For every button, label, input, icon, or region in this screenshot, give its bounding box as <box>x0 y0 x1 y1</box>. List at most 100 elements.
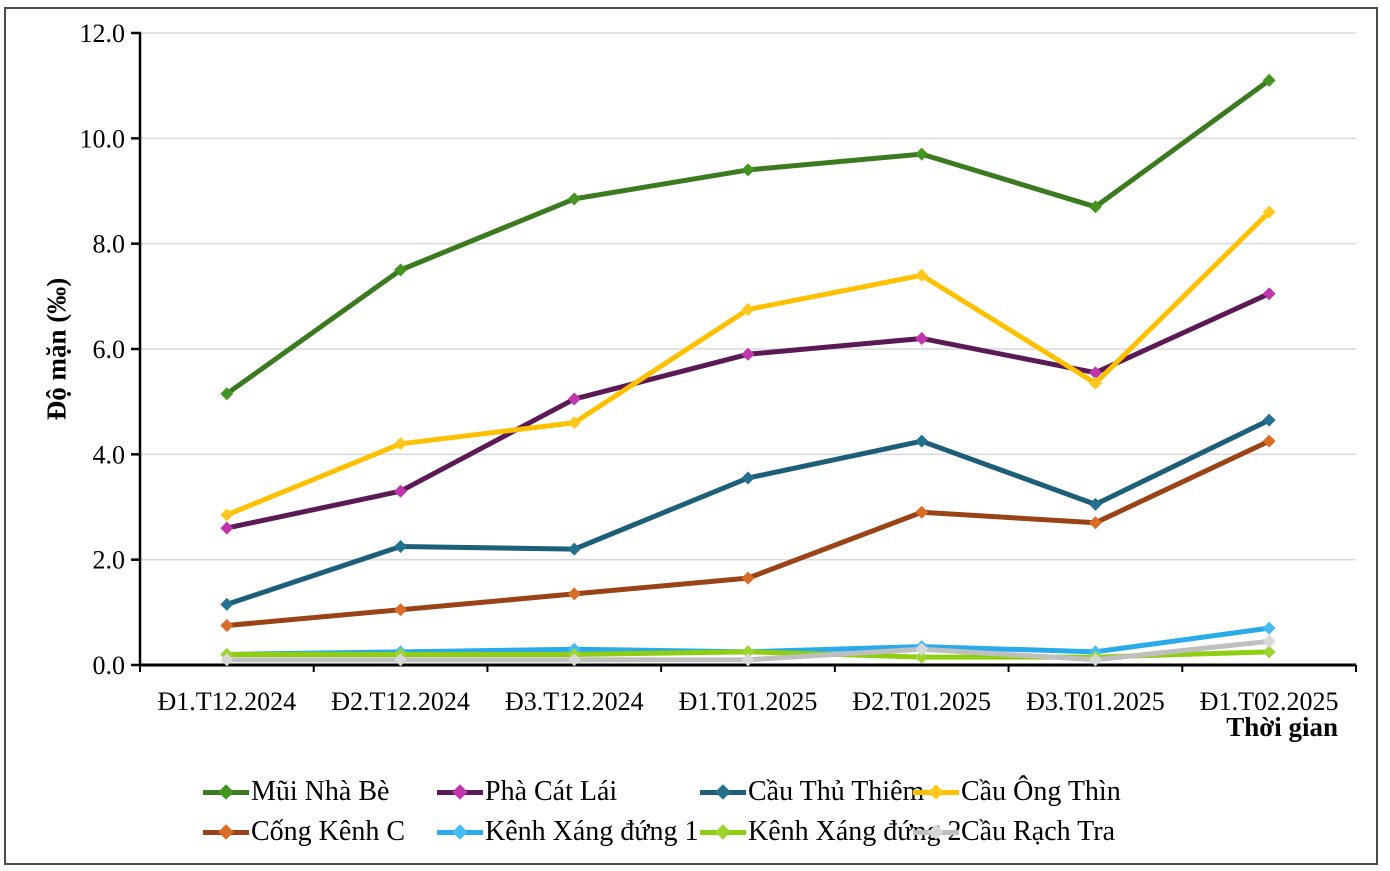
data-point-marker <box>220 653 234 667</box>
data-point-marker <box>220 597 234 611</box>
legend-item: Cống Kênh C <box>203 816 437 848</box>
data-point-marker <box>915 505 929 519</box>
legend-row: Cống Kênh C Kênh Xáng đứng 1 Kênh Xáng đứn… <box>203 812 1121 852</box>
legend-item: Cầu Ông Thìn <box>913 776 1121 808</box>
data-point-marker <box>1262 413 1276 427</box>
legend-label: Cầu Ông Thìn <box>961 776 1121 807</box>
data-point-marker <box>1088 516 1102 530</box>
data-point-marker <box>741 471 755 485</box>
x-category-label: Đ3.T12.2024 <box>505 687 644 716</box>
x-category-label: Đ1.T01.2025 <box>679 687 818 716</box>
legend-item: Kênh Xáng đứng 1 <box>437 816 700 848</box>
y-tick-label: 12.0 <box>80 19 126 48</box>
y-tick-label: 6.0 <box>93 335 126 364</box>
data-point-marker <box>220 508 234 522</box>
data-point-marker <box>741 303 755 316</box>
series-line <box>224 77 1272 397</box>
data-point-marker <box>1262 205 1276 219</box>
legend-item: Cầu Thủ Thiêm <box>700 776 924 808</box>
data-point-marker <box>567 587 581 601</box>
legend-line-swatch <box>700 824 746 840</box>
data-point-marker <box>1262 73 1276 87</box>
data-point-marker <box>567 542 581 556</box>
data-point-marker <box>1088 497 1102 511</box>
legend-label: Mũi Nhà Bè <box>251 776 390 807</box>
data-point-marker <box>915 642 929 656</box>
data-point-marker <box>1088 200 1102 214</box>
data-point-marker <box>567 392 581 406</box>
data-point-marker <box>567 192 581 206</box>
chart-legend: Mũi Nhà Bè Phà Cát Lái Cầu Thủ Thiêm Cầu Ôn… <box>203 772 1121 852</box>
data-point-marker <box>394 484 408 498</box>
x-category-label: Đ1.T12.2024 <box>158 687 297 716</box>
data-point-marker <box>394 653 408 667</box>
data-point-marker <box>1088 653 1102 667</box>
legend-line-swatch <box>437 824 483 840</box>
legend-diamond-marker-icon <box>715 784 731 800</box>
data-point-marker <box>394 603 408 617</box>
data-point-marker <box>1262 634 1276 648</box>
legend-line-swatch <box>437 784 483 800</box>
data-point-marker <box>1262 287 1276 301</box>
data-point-marker <box>915 268 929 282</box>
data-point-marker <box>394 437 408 451</box>
data-point-marker <box>220 521 234 535</box>
data-point-marker <box>741 571 755 585</box>
series-line <box>224 438 1272 628</box>
y-tick-label: 4.0 <box>93 440 126 469</box>
legend-diamond-marker-icon <box>218 784 234 800</box>
data-point-marker <box>567 416 581 430</box>
data-point-marker <box>1088 366 1102 380</box>
data-point-marker <box>741 163 755 177</box>
data-point-marker <box>915 434 929 448</box>
legend-item: Mũi Nhà Bè <box>203 776 437 808</box>
legend-label: Cầu Rạch Tra <box>961 816 1115 847</box>
x-category-label: Đ2.T12.2024 <box>331 687 470 716</box>
data-point-marker <box>915 650 929 664</box>
legend-item: Cầu Rạch Tra <box>913 816 1115 848</box>
data-point-marker <box>220 387 234 401</box>
legend-label: Cống Kênh C <box>251 816 405 847</box>
data-point-marker <box>741 645 755 659</box>
data-point-marker <box>394 540 408 553</box>
data-point-marker <box>741 347 755 361</box>
legend-line-swatch <box>913 824 959 840</box>
legend-row: Mũi Nhà Bè Phà Cát Lái Cầu Thủ Thiêm Cầu Ôn… <box>203 772 1121 812</box>
data-point-marker <box>394 263 408 277</box>
legend-label: Kênh Xáng đứng 1 <box>485 816 699 847</box>
data-point-marker <box>741 653 755 667</box>
legend-line-swatch <box>203 824 249 840</box>
y-tick-label: 2.0 <box>93 546 126 575</box>
y-tick-label: 10.0 <box>80 124 126 153</box>
y-axis-title: Độ mặn (‰) <box>41 277 72 421</box>
series-line <box>224 291 1272 531</box>
y-tick-label: 8.0 <box>93 230 126 259</box>
legend-item: Phà Cát Lái <box>437 776 700 808</box>
x-category-label: Đ3.T01.2025 <box>1026 687 1165 716</box>
legend-diamond-marker-icon <box>452 784 468 800</box>
x-category-label: Đ2.T01.2025 <box>852 687 991 716</box>
legend-item: Kênh Xáng đứng 2 <box>700 816 961 848</box>
data-point-marker <box>915 331 929 345</box>
legend-line-swatch <box>913 784 959 800</box>
data-point-marker <box>567 653 581 667</box>
legend-diamond-marker-icon <box>715 824 731 840</box>
legend-label: Cầu Thủ Thiêm <box>748 776 925 807</box>
y-tick-label: 0.0 <box>93 651 126 680</box>
data-point-marker <box>1088 376 1102 390</box>
x-axis-title: Thời gian <box>1226 712 1338 742</box>
legend-label: Phà Cát Lái <box>485 776 618 807</box>
legend-diamond-marker-icon <box>218 824 234 840</box>
legend-line-swatch <box>700 784 746 800</box>
legend-diamond-marker-icon <box>452 824 468 840</box>
legend-line-swatch <box>203 784 249 800</box>
legend-diamond-marker-icon <box>928 824 944 840</box>
x-category-label: Đ1.T02.2025 <box>1200 687 1339 716</box>
legend-diamond-marker-icon <box>928 784 944 800</box>
data-point-marker <box>1262 621 1276 635</box>
data-point-marker <box>1262 645 1276 659</box>
data-point-marker <box>1262 434 1276 448</box>
data-point-marker <box>915 147 929 161</box>
series-line <box>224 209 1272 518</box>
